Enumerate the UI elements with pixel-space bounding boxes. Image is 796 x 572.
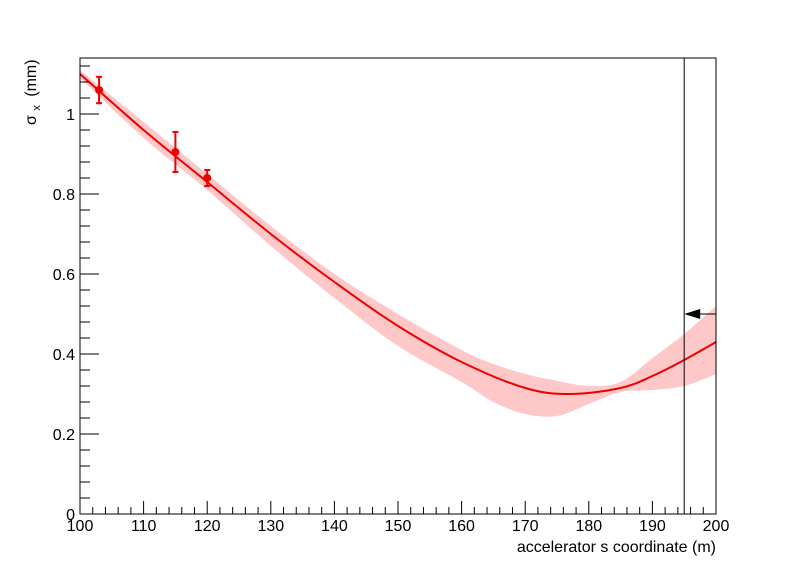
error-band — [80, 70, 716, 417]
x-axis-title: accelerator s coordinate (m) — [517, 539, 716, 556]
ticks-layer — [79, 65, 717, 515]
marker-arrow-head — [684, 309, 701, 319]
x-tick-label: 120 — [194, 518, 221, 535]
y-tick-label: 0 — [66, 507, 75, 524]
error-band-layer — [80, 70, 716, 417]
measurement-point — [95, 86, 104, 94]
y-axis-title-unit: (mm) — [23, 59, 40, 96]
x-tick-label: 110 — [131, 518, 157, 535]
measurement-point — [203, 174, 212, 182]
measurement-points-layer — [95, 75, 212, 187]
x-tick-label: 200 — [703, 518, 730, 535]
x-tick-label: 140 — [321, 518, 348, 535]
x-tick-label: 190 — [639, 518, 666, 535]
tick-labels-layer: 100 110 120 130 140 150 160 170 180 190 200 0 0.2 0.4… — [53, 107, 730, 535]
frame-layer — [79, 57, 717, 515]
x-tick-label: 130 — [257, 518, 284, 535]
y-axis-title-symbol: σ — [23, 115, 40, 125]
x-tick-label: 180 — [575, 518, 602, 535]
x-tick-label: 100 — [67, 518, 94, 535]
plot-frame — [79, 57, 717, 515]
marker-layer — [683, 58, 716, 514]
y-tick-label: 0.6 — [53, 267, 75, 284]
y-axis-title-subscript: x — [31, 105, 43, 111]
fit-curve-layer — [79, 73, 717, 396]
y-tick-label: 1 — [66, 107, 75, 124]
x-tick-label: 170 — [512, 518, 539, 535]
y-axis-title: σ x (mm) — [23, 59, 44, 125]
x-tick-label: 160 — [448, 518, 475, 535]
measurement-point — [171, 148, 180, 156]
y-tick-label: 0.2 — [53, 427, 75, 444]
fit-curve — [79, 73, 717, 396]
x-tick-label: 150 — [385, 518, 412, 535]
y-tick-label: 0.8 — [53, 187, 75, 204]
y-tick-label: 0.4 — [53, 347, 75, 364]
